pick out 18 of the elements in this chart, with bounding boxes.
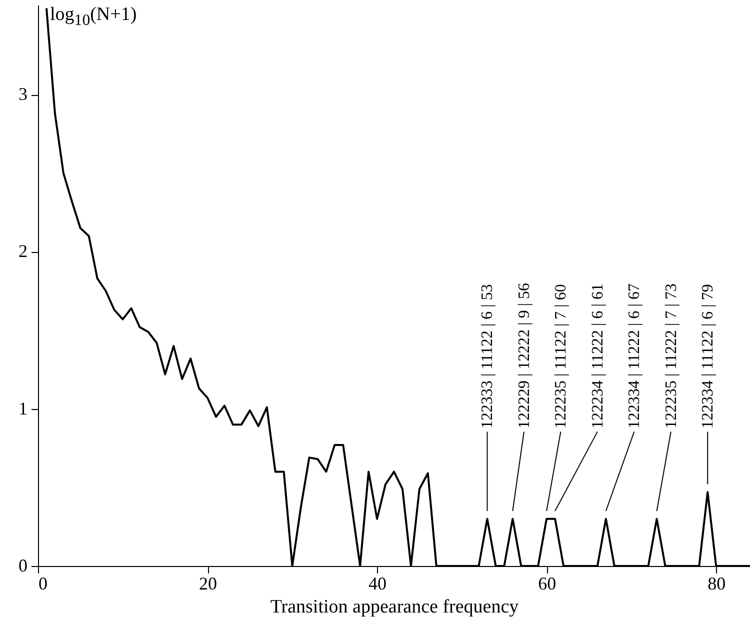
x-tick-label: 0: [38, 574, 48, 594]
annotation: 122234 | 11222 | 6 | 61: [589, 284, 606, 429]
annotation: 122333 | 11122 | 6 | 53: [479, 284, 496, 429]
x-tick-label: 20: [199, 574, 218, 594]
y-tick-label: 0: [18, 556, 28, 576]
annotation: 122334 | 11122 | 6 | 79: [700, 284, 717, 429]
y-axis-title: log$_{10}$(N+1): [50, 4, 137, 30]
y-tick-label: 1: [18, 398, 28, 418]
x-tick-label: 80: [708, 574, 726, 594]
y-tick-label: 3: [18, 84, 28, 104]
annotation: 122235 | 11222 | 7 | 73: [662, 284, 680, 429]
annotation: 122229 | 12222 | 9 | 56: [516, 282, 533, 429]
x-tick-label: 60: [538, 574, 556, 594]
x-axis-title: Transition appearance frequency: [270, 596, 520, 618]
x-tick-label: 40: [368, 574, 387, 594]
y-tick-label: 2: [18, 241, 28, 262]
annotation: 122235 | 11122 | 7 | 60: [552, 284, 570, 429]
annotation: 122334 | 11222 | 6 | 67: [626, 284, 644, 429]
